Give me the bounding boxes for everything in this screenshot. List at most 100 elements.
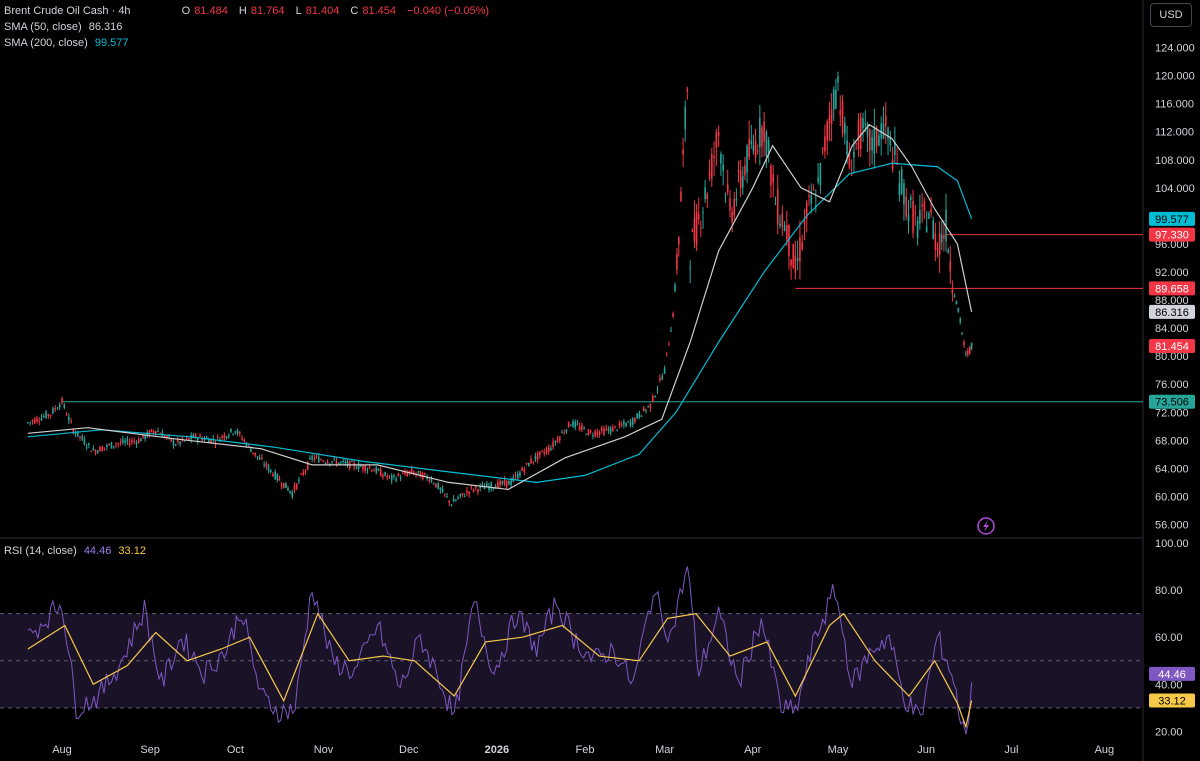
candle-body <box>221 435 223 438</box>
candle-body <box>210 438 212 443</box>
candle-body <box>483 486 486 490</box>
candle-body <box>108 444 110 446</box>
candle-body <box>625 423 627 427</box>
candle-body <box>450 504 453 506</box>
candle-body <box>439 488 442 490</box>
candle-body <box>525 462 528 464</box>
candle-body <box>750 140 753 144</box>
candle-body <box>470 486 473 488</box>
candle-body <box>776 189 779 225</box>
candle-body <box>589 431 592 433</box>
candle-body <box>792 244 795 268</box>
candle-body <box>695 211 698 246</box>
candle-body <box>375 467 378 473</box>
rsi-axis: 100.00 80.00 60.00 40.00 20.00 <box>1155 538 1189 738</box>
candle-body <box>636 413 638 419</box>
candle-body <box>871 137 873 151</box>
candle-body <box>563 432 565 434</box>
rsi-label-RSI MA <box>1149 693 1195 708</box>
candle-body <box>543 451 546 454</box>
symbol-title[interactable]: Brent Crude Oil Cash · 4h <box>4 5 131 17</box>
candle-body <box>668 344 670 346</box>
candle-body <box>254 452 257 456</box>
candle-body <box>140 438 142 442</box>
candle-body <box>859 117 862 149</box>
candle-body <box>598 431 601 435</box>
candle-body <box>862 118 864 129</box>
candle-body <box>654 395 656 397</box>
candle-body <box>720 154 722 164</box>
candle-body <box>786 225 788 240</box>
candle-body <box>320 459 322 461</box>
candle-body <box>741 175 744 188</box>
sma200-line <box>27 162 973 484</box>
candle-body <box>821 147 824 150</box>
candle-body <box>631 418 634 425</box>
legend-row-sma200[interactable]: SMA (200, close) 99.577 <box>4 35 493 51</box>
time-tick-label: Aug <box>1095 744 1115 756</box>
candle-body <box>767 140 770 152</box>
candle-body <box>697 213 700 220</box>
candle-body <box>472 489 475 492</box>
rsi-label: RSI (14, close) <box>4 545 77 557</box>
candle-body <box>841 101 844 134</box>
candle-body <box>459 493 462 497</box>
candle-body <box>746 145 748 173</box>
candle-body <box>236 430 239 434</box>
candle-body <box>530 458 532 464</box>
candle-body <box>150 429 153 432</box>
candle-body <box>803 219 806 225</box>
price-label-81.454 <box>1149 338 1195 353</box>
price-label-text: 99.577 <box>1155 214 1189 226</box>
candle-body <box>894 141 896 156</box>
candle-body <box>269 469 272 472</box>
candle-body <box>359 466 362 468</box>
candle-body <box>955 300 958 305</box>
candle-body <box>56 408 59 410</box>
candle-body <box>570 425 572 427</box>
candle-body <box>796 257 799 261</box>
candle-body <box>70 420 72 422</box>
candle-body <box>614 425 616 427</box>
candle-body <box>844 122 846 134</box>
rsi-label-RSI <box>1149 666 1195 681</box>
candle-body <box>106 444 108 447</box>
candle-body <box>853 151 855 158</box>
candle-body <box>278 478 281 481</box>
candle-body <box>395 478 397 481</box>
candle-body <box>384 472 386 476</box>
candle-body <box>103 447 106 449</box>
candle-body <box>267 466 270 471</box>
time-tick-label: May <box>828 744 849 756</box>
candle-body <box>744 165 746 176</box>
candle-body <box>693 217 696 242</box>
candle-body <box>772 173 774 183</box>
price-tick-label: 72.000 <box>1155 407 1189 419</box>
candle-body <box>326 461 329 464</box>
candle-body <box>65 414 68 416</box>
candle-body <box>572 421 574 427</box>
candle-body <box>304 470 307 472</box>
candle-body <box>710 154 713 179</box>
rsi-label-text: 33.12 <box>1158 696 1186 708</box>
candle-body <box>815 205 817 207</box>
currency-button[interactable]: USD <box>1150 3 1192 27</box>
rsi-legend[interactable]: RSI (14, close) 44.46 33.12 <box>4 543 150 559</box>
candle-body <box>112 446 115 448</box>
candle-body <box>452 498 455 502</box>
legend-row-sma50[interactable]: SMA (50, close) 86.316 <box>4 19 493 35</box>
candle-body <box>382 474 384 478</box>
candle-body <box>891 159 894 169</box>
price-label-text: 86.316 <box>1155 307 1189 319</box>
candle-body <box>903 183 905 205</box>
candle-body <box>726 184 729 192</box>
candle-body <box>887 128 889 139</box>
candle-body <box>377 468 380 471</box>
candle-body <box>285 482 287 488</box>
candle-body <box>144 435 146 439</box>
lightning-bolt-icon[interactable] <box>977 517 995 535</box>
candle-body <box>74 432 77 435</box>
candle-body <box>117 443 120 445</box>
candle-body <box>152 431 155 434</box>
